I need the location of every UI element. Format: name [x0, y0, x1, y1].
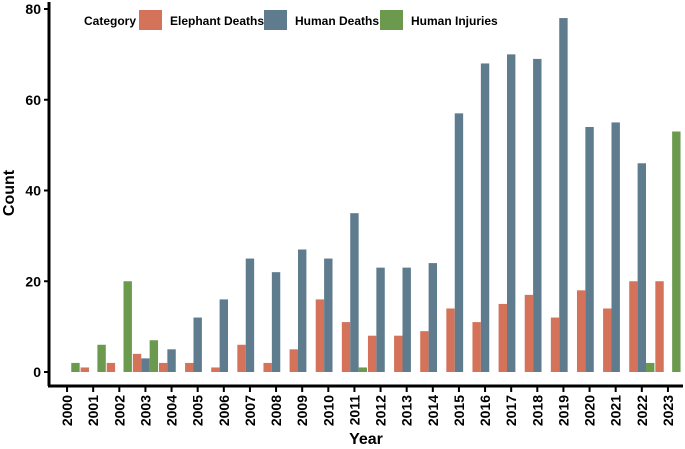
bar-elephant-deaths-2003 [132, 353, 142, 372]
x-tick-label: 2015 [451, 395, 467, 426]
bar-elephant-deaths-2020 [576, 290, 586, 372]
bar-human-deaths-2008 [271, 272, 281, 372]
bar-elephant-deaths-2022 [629, 281, 638, 372]
bar-elephant-deaths-2001 [80, 367, 89, 372]
bar-human-deaths-2010 [324, 258, 333, 372]
x-tick-label: 2022 [634, 395, 650, 426]
bar-human-deaths-2018 [533, 58, 542, 372]
bar-human-deaths-2019 [559, 18, 568, 372]
y-tick-label: 0 [33, 364, 41, 380]
bar-elephant-deaths-2002 [106, 362, 116, 372]
x-tick-label: 2006 [216, 395, 232, 426]
x-tick-label: 2010 [320, 395, 336, 426]
bar-elephant-deaths-2023 [655, 281, 664, 372]
legend-swatch-human-injuries [380, 10, 403, 30]
bar-elephant-deaths-2021 [603, 308, 612, 372]
bar-human-deaths-2003 [141, 358, 150, 372]
legend-label-human-injuries: Human Injuries [411, 14, 498, 28]
bar-elephant-deaths-2006 [211, 367, 220, 372]
x-tick-label: 2023 [660, 395, 676, 426]
x-tick-label: 2007 [242, 395, 258, 426]
bar-human-deaths-2005 [193, 317, 202, 372]
bar-human-injuries-2000 [71, 362, 80, 372]
y-tick-label: 60 [25, 92, 41, 108]
bar-human-injuries-2023 [672, 131, 681, 372]
bar-human-deaths-2016 [480, 63, 490, 372]
bar-human-deaths-2004 [167, 349, 176, 372]
x-tick-label: 2012 [373, 395, 389, 426]
x-tick-label: 2014 [425, 395, 441, 426]
x-tick-label: 2016 [477, 395, 493, 426]
y-ticks: 0 20 40 60 80 [25, 1, 49, 380]
bar-elephant-deaths-2012 [367, 335, 377, 372]
x-tick-label: 2000 [59, 395, 75, 426]
bar-elephant-deaths-2010 [315, 299, 325, 372]
bar-elephant-deaths-2015 [446, 308, 455, 372]
bar-human-deaths-2006 [219, 299, 229, 372]
bar-human-deaths-2021 [611, 122, 620, 372]
bar-elephant-deaths-2009 [289, 349, 298, 372]
bar-human-deaths-2013 [402, 267, 411, 372]
bar-elephant-deaths-2013 [394, 335, 403, 372]
bar-elephant-deaths-2007 [237, 344, 246, 372]
bar-human-injuries-2002 [123, 281, 132, 372]
bar-elephant-deaths-2014 [420, 331, 429, 372]
x-tick-label: 2002 [111, 395, 127, 426]
x-ticks: 2000 2001 2002 2003 2004 2005 2006 2007 2008 2009… [59, 386, 676, 426]
y-tick-label: 80 [25, 1, 41, 17]
x-tick-label: 2021 [608, 395, 624, 426]
x-tick-label: 2003 [137, 395, 153, 426]
bar-elephant-deaths-2017 [498, 303, 507, 372]
x-tick-label: 2004 [164, 395, 180, 426]
legend-title: Category [84, 14, 136, 28]
bar-human-injuries-2022 [646, 362, 655, 372]
bar-elephant-deaths-2005 [185, 362, 194, 372]
bar-elephant-deaths-2019 [550, 317, 560, 372]
bar-human-deaths-2012 [376, 267, 385, 372]
y-axis-title: Count [1, 169, 18, 216]
bar-elephant-deaths-2016 [472, 322, 481, 372]
x-tick-label: 2013 [399, 395, 415, 426]
bar-elephant-deaths-2004 [158, 362, 168, 372]
x-tick-label: 2020 [582, 395, 598, 426]
legend-label-human-deaths: Human Deaths [295, 14, 379, 28]
x-tick-label: 2008 [268, 395, 284, 426]
x-axis-title: Year [349, 431, 383, 448]
legend-swatch-human-deaths [264, 10, 287, 30]
bar-human-injuries-2003 [149, 340, 159, 372]
bar-elephant-deaths-2018 [524, 294, 534, 372]
x-tick-label: 2017 [503, 395, 519, 426]
bar-human-deaths-2014 [428, 263, 438, 372]
legend-label-elephant-deaths: Elephant Deaths [170, 14, 264, 28]
bar-human-deaths-2007 [245, 258, 255, 372]
bar-human-deaths-2009 [297, 249, 307, 372]
bar-human-injuries-2011 [358, 367, 368, 372]
x-tick-label: 2001 [85, 395, 101, 426]
legend-swatch-elephant-deaths [139, 10, 162, 30]
legend-items: Elephant Deaths Human Deaths Human Injurie… [139, 10, 498, 30]
x-tick-label: 2009 [294, 395, 310, 426]
bars [71, 18, 681, 373]
bar-human-deaths-2011 [350, 213, 359, 372]
y-tick-label: 20 [25, 273, 41, 289]
bar-elephant-deaths-2011 [341, 322, 351, 372]
x-tick-label: 2019 [555, 395, 571, 426]
bar-human-deaths-2022 [637, 163, 647, 372]
y-tick-label: 40 [25, 183, 41, 199]
bar-human-deaths-2015 [454, 113, 464, 373]
bar-elephant-deaths-2008 [263, 362, 272, 372]
x-tick-label: 2011 [346, 395, 362, 426]
bar-human-deaths-2020 [585, 126, 594, 372]
bar-human-injuries-2001 [97, 344, 106, 372]
bar-human-deaths-2017 [506, 54, 516, 373]
legend: Category Elephant Deaths Human Deaths Huma… [84, 10, 498, 30]
x-tick-label: 2005 [190, 395, 206, 426]
x-tick-label: 2018 [529, 395, 545, 426]
